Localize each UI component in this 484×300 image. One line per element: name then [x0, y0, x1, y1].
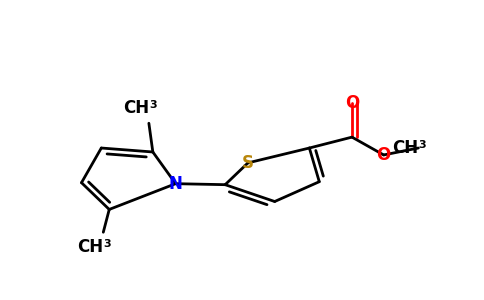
Text: 3: 3: [149, 100, 156, 110]
Text: S: S: [242, 154, 254, 172]
Text: CH: CH: [392, 139, 418, 157]
Text: CH: CH: [77, 238, 103, 256]
Text: CH: CH: [123, 99, 149, 117]
Text: N: N: [169, 175, 182, 193]
Text: 3: 3: [418, 140, 426, 150]
Text: 3: 3: [103, 239, 111, 249]
Text: O: O: [377, 146, 391, 164]
Text: O: O: [345, 94, 359, 112]
